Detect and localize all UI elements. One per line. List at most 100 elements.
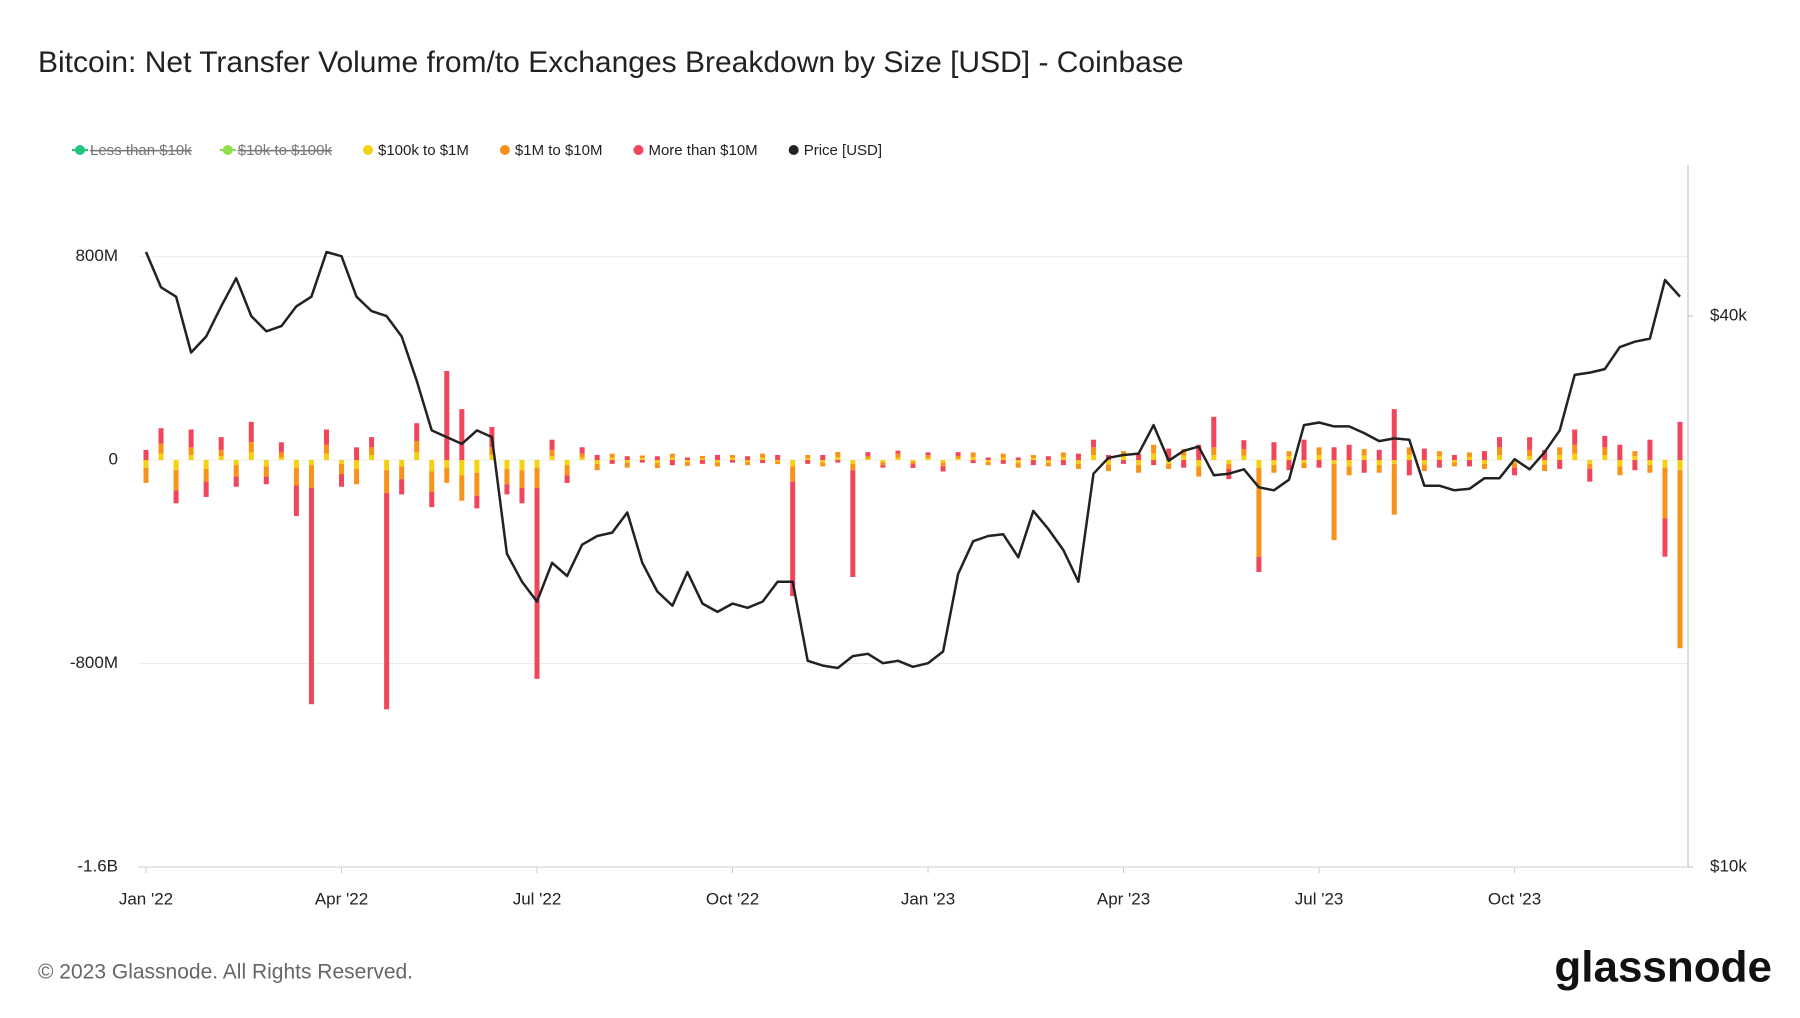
bar bbox=[1602, 435, 1608, 448]
bar bbox=[669, 460, 675, 466]
bar bbox=[519, 488, 525, 504]
brand-logo: glassnode bbox=[1554, 943, 1772, 992]
bar bbox=[143, 467, 149, 483]
bar bbox=[459, 409, 465, 461]
bar bbox=[639, 460, 645, 463]
bar bbox=[895, 453, 901, 458]
bar bbox=[323, 453, 329, 461]
bar bbox=[699, 458, 705, 461]
bar bbox=[474, 472, 480, 496]
bar bbox=[714, 454, 720, 461]
bar bbox=[1481, 460, 1487, 464]
bar bbox=[1617, 460, 1623, 467]
bar bbox=[1391, 460, 1397, 464]
bar bbox=[354, 447, 360, 461]
bar bbox=[699, 460, 705, 464]
y2-tick-label: $40k bbox=[1710, 306, 1747, 325]
bar bbox=[534, 467, 540, 489]
legend-label[interactable]: Price [USD] bbox=[804, 142, 882, 159]
bar bbox=[504, 484, 510, 495]
bar bbox=[158, 453, 164, 461]
legend-marker[interactable] bbox=[788, 145, 799, 155]
bar bbox=[1346, 460, 1352, 467]
bar bbox=[654, 463, 660, 469]
bar bbox=[263, 460, 269, 467]
bar bbox=[835, 451, 841, 457]
bar bbox=[1527, 449, 1533, 457]
bar bbox=[143, 449, 149, 461]
bar bbox=[459, 460, 465, 476]
bar bbox=[790, 466, 796, 482]
bar bbox=[263, 466, 269, 477]
bar bbox=[1451, 462, 1457, 467]
bar bbox=[564, 475, 570, 483]
x-tick-label: Oct '22 bbox=[706, 889, 759, 908]
bar bbox=[654, 456, 660, 461]
bar bbox=[910, 461, 916, 465]
bar bbox=[1226, 463, 1232, 469]
legend-label[interactable]: $100k to $1M bbox=[378, 142, 469, 159]
bar bbox=[745, 456, 751, 461]
bar bbox=[579, 453, 585, 458]
bar bbox=[850, 470, 856, 578]
bar bbox=[955, 455, 961, 459]
bar bbox=[880, 465, 886, 468]
bar bbox=[293, 467, 299, 486]
bar bbox=[1632, 456, 1638, 461]
bar bbox=[1376, 460, 1382, 466]
bar bbox=[760, 453, 766, 458]
bar bbox=[1572, 453, 1578, 461]
legend-marker[interactable] bbox=[363, 145, 373, 155]
bar bbox=[880, 460, 886, 463]
bar bbox=[1226, 460, 1232, 464]
footer: © 2023 Glassnode. All Rights Reserved. bbox=[38, 961, 413, 984]
bar bbox=[1572, 444, 1578, 454]
bar bbox=[248, 442, 254, 453]
bar bbox=[1196, 460, 1202, 467]
bar bbox=[1436, 451, 1442, 457]
bar bbox=[1106, 464, 1112, 471]
bar bbox=[233, 460, 239, 466]
bar bbox=[233, 476, 239, 487]
bar bbox=[1030, 454, 1036, 459]
legend-label[interactable]: $10k to $100k bbox=[238, 142, 333, 159]
bar bbox=[1647, 439, 1653, 461]
bar bbox=[1121, 460, 1127, 464]
bar bbox=[1647, 465, 1653, 473]
bar bbox=[1632, 460, 1638, 471]
legend-label[interactable]: Less than $10k bbox=[90, 142, 192, 159]
bar bbox=[323, 444, 329, 454]
legend-marker[interactable] bbox=[499, 145, 510, 155]
bar bbox=[1136, 465, 1142, 473]
bar bbox=[564, 460, 570, 466]
bar bbox=[308, 488, 314, 705]
bar bbox=[579, 457, 585, 461]
bar bbox=[248, 452, 254, 461]
bar bbox=[835, 456, 841, 461]
legend-label[interactable]: $1M to $10M bbox=[515, 142, 603, 159]
bar bbox=[1015, 463, 1021, 468]
bar bbox=[1316, 454, 1322, 461]
bar bbox=[158, 428, 164, 444]
bar bbox=[384, 470, 390, 494]
bar bbox=[820, 460, 826, 463]
bar bbox=[354, 460, 360, 469]
bar bbox=[1662, 467, 1668, 519]
bar bbox=[173, 470, 179, 491]
bar bbox=[158, 443, 164, 454]
legend-marker[interactable] bbox=[633, 145, 644, 155]
bar bbox=[1361, 449, 1367, 456]
bar bbox=[1241, 449, 1247, 456]
legend-label[interactable]: More than $10M bbox=[648, 142, 757, 159]
bar bbox=[218, 456, 224, 461]
bar bbox=[1662, 460, 1668, 468]
bar bbox=[1542, 449, 1548, 461]
bar bbox=[1587, 463, 1593, 469]
bar bbox=[1421, 464, 1427, 471]
bar bbox=[549, 449, 555, 457]
bar bbox=[1271, 442, 1277, 461]
bar bbox=[1301, 463, 1307, 469]
bar bbox=[624, 462, 630, 468]
bar bbox=[384, 493, 390, 710]
bar bbox=[203, 460, 209, 469]
